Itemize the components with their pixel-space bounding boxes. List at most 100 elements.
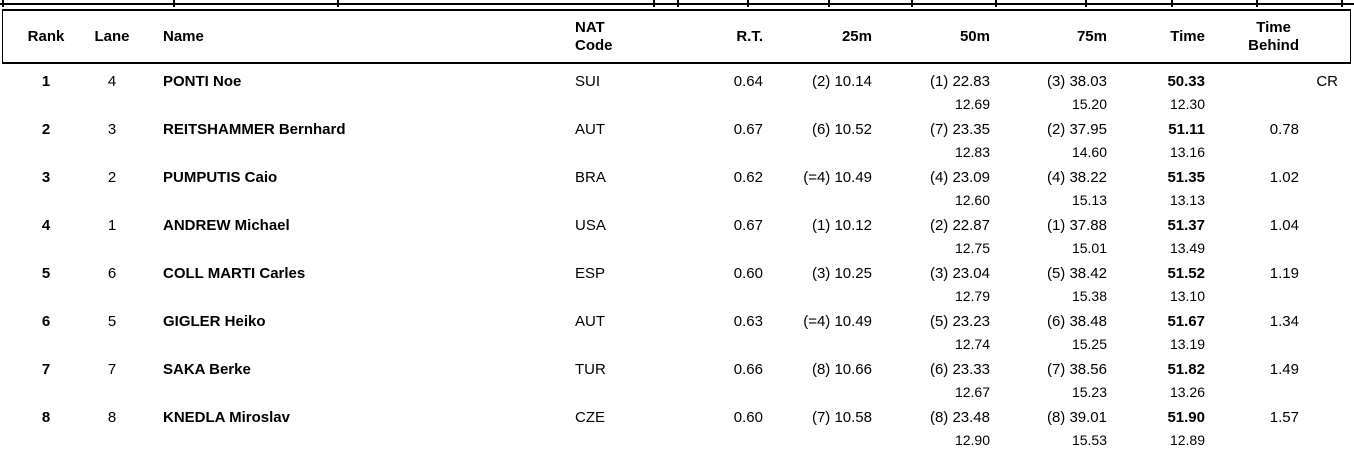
nat-code-value: USA [575, 217, 606, 234]
lane-value: 7 [107, 361, 117, 378]
rank-value: 6 [41, 313, 51, 330]
split-75m-lap: 15.25 [1071, 336, 1107, 352]
split-75m-value: (4) 38.22 [1046, 169, 1107, 186]
swimmer-name: ANDREW Michael [163, 217, 290, 234]
column-tick [1085, 0, 1087, 7]
split-50m-cell: (8) 23.48 12.90 [872, 409, 990, 450]
time-behind-value: 1.57 [1269, 409, 1299, 426]
nat-code-value: ESP [575, 265, 606, 282]
split-50m-lap: 12.60 [954, 192, 990, 208]
split-50m-lap: 12.90 [954, 432, 990, 448]
reaction-time-value: 0.66 [733, 361, 763, 378]
column-tick [747, 0, 749, 7]
split-25m-value: (1) 10.12 [811, 217, 872, 234]
record-badge [1299, 361, 1338, 402]
final-time-value: 51.90 [1167, 409, 1205, 426]
lane-value: 2 [107, 169, 117, 186]
final-time-value: 51.82 [1167, 361, 1205, 378]
split-50m-value: (6) 23.33 [929, 361, 990, 378]
split-25m-value: (=4) 10.49 [803, 313, 872, 330]
rank-value: 5 [41, 265, 51, 282]
split-50m-cell: (7) 23.35 12.83 [872, 121, 990, 162]
split-50m-cell: (1) 22.83 12.69 [872, 73, 990, 114]
split-50m-value: (5) 23.23 [929, 313, 990, 330]
final-lap-value: 13.19 [1169, 336, 1205, 352]
split-75m-value: (6) 38.48 [1046, 313, 1107, 330]
result-row: 8 8 KNEDLA Miroslav CZE 0.60 (7) 10.58 (… [0, 402, 1354, 450]
split-75m-cell: (7) 38.56 15.23 [990, 361, 1107, 402]
split-50m-cell: (3) 23.04 12.79 [872, 265, 990, 306]
reaction-time-value: 0.64 [733, 73, 763, 90]
swimmer-name: GIGLER Heiko [163, 313, 266, 330]
final-time-cell: 51.52 13.10 [1107, 265, 1205, 306]
record-badge: CR [1316, 73, 1338, 90]
column-tick [911, 0, 913, 7]
reaction-time-value: 0.67 [733, 121, 763, 138]
split-25m-value: (2) 10.14 [811, 73, 872, 90]
result-row: 4 1 ANDREW Michael USA 0.67 (1) 10.12 (2… [0, 210, 1354, 258]
final-time-value: 51.52 [1167, 265, 1205, 282]
lane-value: 6 [107, 265, 117, 282]
rank-value: 4 [41, 217, 51, 234]
header-time-behind: Time Behind [1205, 19, 1299, 55]
split-75m-lap: 15.53 [1071, 432, 1107, 448]
split-75m-value: (8) 39.01 [1046, 409, 1107, 426]
final-time-cell: 51.90 12.89 [1107, 409, 1205, 450]
split-75m-cell: (4) 38.22 15.13 [990, 169, 1107, 210]
swimmer-name: PONTI Noe [163, 73, 242, 90]
record-badge [1299, 217, 1338, 258]
split-25m-cell: (1) 10.12 [763, 217, 872, 258]
split-50m-lap: 12.67 [954, 384, 990, 400]
final-time-value: 51.35 [1167, 169, 1205, 186]
split-50m-value: (4) 23.09 [929, 169, 990, 186]
header-75m: 75m [1076, 27, 1107, 45]
split-75m-value: (5) 38.42 [1046, 265, 1107, 282]
reaction-time-value: 0.67 [733, 217, 763, 234]
split-25m-cell: (7) 10.58 [763, 409, 872, 450]
result-row: 2 3 REITSHAMMER Bernhard AUT 0.67 (6) 10… [0, 114, 1354, 162]
header-time-behind-label: Time Behind [1248, 18, 1299, 54]
header-reaction-time: R.T. [736, 27, 763, 45]
column-tick [1256, 0, 1258, 7]
split-25m-cell: (2) 10.14 [763, 73, 872, 114]
split-75m-cell: (8) 39.01 15.53 [990, 409, 1107, 450]
record-badge [1299, 409, 1338, 450]
time-behind-value: 1.34 [1269, 313, 1299, 330]
final-time-cell: 50.33 12.30 [1107, 73, 1205, 114]
column-tick [828, 0, 830, 7]
swimmer-name: PUMPUTIS Caio [163, 169, 278, 186]
split-75m-lap: 15.23 [1071, 384, 1107, 400]
results-table-body: 1 4 PONTI Noe SUI 0.64 (2) 10.14 (1) 22.… [0, 66, 1354, 450]
header-time: Time [1170, 27, 1205, 45]
final-lap-value: 12.89 [1169, 432, 1205, 448]
column-tick [2, 0, 4, 7]
split-50m-cell: (2) 22.87 12.75 [872, 217, 990, 258]
swimmer-name: KNEDLA Miroslav [163, 409, 290, 426]
header-25m: 25m [841, 27, 872, 45]
split-50m-cell: (5) 23.23 12.74 [872, 313, 990, 354]
time-behind-value [1205, 73, 1299, 114]
final-time-value: 50.33 [1167, 73, 1205, 90]
column-tick [337, 0, 339, 7]
final-lap-value: 13.26 [1169, 384, 1205, 400]
final-time-cell: 51.35 13.13 [1107, 169, 1205, 210]
nat-code-value: AUT [575, 313, 605, 330]
split-25m-cell: (=4) 10.49 [763, 169, 872, 210]
nat-code-value: TUR [575, 361, 606, 378]
swimmer-name: REITSHAMMER Bernhard [163, 121, 346, 138]
split-50m-cell: (4) 23.09 12.60 [872, 169, 990, 210]
lane-value: 8 [107, 409, 117, 426]
reaction-time-value: 0.60 [733, 409, 763, 426]
swimmer-name: SAKA Berke [163, 361, 251, 378]
record-badge [1299, 265, 1338, 306]
final-time-cell: 51.67 13.19 [1107, 313, 1205, 354]
split-25m-value: (=4) 10.49 [803, 169, 872, 186]
lane-value: 1 [107, 217, 117, 234]
rank-value: 1 [41, 73, 51, 90]
result-row: 7 7 SAKA Berke TUR 0.66 (8) 10.66 (6) 23… [0, 354, 1354, 402]
lane-value: 3 [107, 121, 117, 138]
column-tick [677, 0, 679, 7]
time-behind-value: 1.02 [1269, 169, 1299, 186]
split-50m-lap: 12.83 [954, 144, 990, 160]
header-50m: 50m [959, 27, 990, 45]
